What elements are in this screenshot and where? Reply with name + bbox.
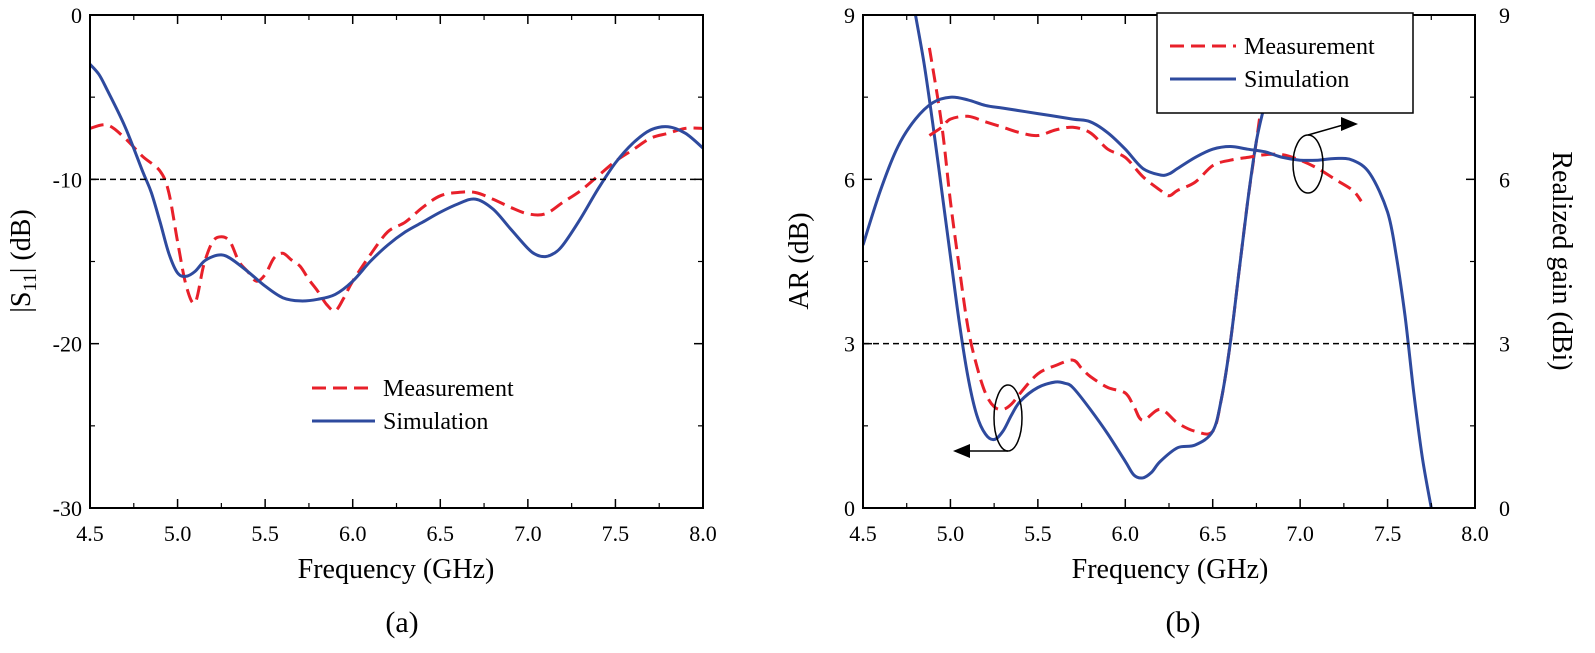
x-tick-label: 6.0: [339, 521, 367, 546]
chart-b-annotation-ellipse-ar: [993, 384, 1023, 452]
y-tick-label: 9: [844, 3, 855, 28]
x-tick-label: 5.5: [1024, 521, 1052, 546]
chart-a-y-ticks: 0 -10 -20 -30: [53, 3, 703, 521]
chart-a-y-axis-title: |S11| (dB): [6, 209, 41, 312]
chart-a: 4.5 5.0 5.5 6.0 6.5 7.0 7.5 8.0 0 -10 -20 -30 Freq…: [6, 3, 717, 639]
chart-a-legend-label-measurement: Measurement: [383, 376, 514, 402]
chart-b-series-realized-gain-simulation: [863, 95, 1433, 508]
chart-b-x-axis-title: Frequency (GHz): [1072, 554, 1269, 585]
y-tick-label: 0: [844, 496, 855, 521]
x-tick-label: 7.5: [602, 521, 630, 546]
chart-a-series-layer: [90, 63, 703, 313]
y-tick-label: -10: [53, 167, 82, 192]
chart-a-legend-label-simulation: Simulation: [383, 409, 488, 435]
chart-b-series-ar-simulation: [914, 15, 1267, 480]
x-tick-label: 4.5: [849, 521, 877, 546]
y-tick-label: -30: [53, 496, 82, 521]
chart-b-annotation-arrowhead-gain: [1341, 117, 1358, 131]
x-tick-label: 6.5: [427, 521, 455, 546]
x-tick-label: 5.0: [937, 521, 965, 546]
chart-b-annotation-gain-right-axis: [1292, 117, 1358, 194]
x-tick-label: 4.5: [76, 521, 104, 546]
chart-b-caption: (b): [1166, 606, 1201, 639]
chart-a-legend: Measurement Simulation: [312, 376, 514, 435]
y-tick-label: 3: [844, 332, 855, 357]
x-tick-label: 6.0: [1112, 521, 1140, 546]
x-tick-label: 5.5: [251, 521, 279, 546]
chart-b-y-ticks-right: 0 3 6 9: [1466, 3, 1510, 521]
chart-b-series-layer: [863, 15, 1433, 508]
chart-b-y-axis-title-right: Realized gain (dBi): [1546, 151, 1577, 370]
x-tick-label: 8.0: [1461, 521, 1489, 546]
chart-a-caption: (a): [385, 606, 418, 639]
chart-a-series-simulation: [90, 63, 703, 303]
chart-b-y-ticks-left: 0 3 6 9: [844, 3, 1475, 521]
x-tick-label: 7.0: [514, 521, 542, 546]
chart-b: 4.5 5.0 5.5 6.0 6.5 7.0 7.5 8.0 0 3 6 9 0 3 6 9 Frequ…: [784, 3, 1577, 639]
chart-b-legend-box: [1156, 12, 1414, 114]
y-right-tick-label: 6: [1499, 167, 1510, 192]
x-tick-label: 8.0: [689, 521, 717, 546]
x-tick-label: 7.5: [1374, 521, 1402, 546]
y-right-tick-label: 9: [1499, 3, 1510, 28]
chart-a-x-axis-title: Frequency (GHz): [298, 554, 495, 585]
chart-b-legend-label-measurement: Measurement: [1244, 34, 1375, 60]
chart-a-y-axis-title-main: |S: [6, 292, 37, 313]
x-tick-label: 5.0: [164, 521, 192, 546]
y-tick-label: -20: [53, 332, 82, 357]
chart-b-annotation-arrowhead-ar: [953, 444, 970, 458]
chart-b-series-realized-gain-measurement: [928, 114, 1363, 203]
y-right-tick-label: 0: [1499, 496, 1510, 521]
chart-b-annotation-ar-left-axis: [953, 384, 1023, 458]
chart-b-legend: Measurement Simulation: [1156, 12, 1414, 114]
chart-a-x-ticks: 4.5 5.0 5.5 6.0 6.5 7.0 7.5 8.0: [76, 15, 717, 546]
chart-b-legend-label-simulation: Simulation: [1244, 67, 1349, 93]
y-tick-label: 6: [844, 167, 855, 192]
y-right-tick-label: 3: [1499, 332, 1510, 357]
chart-a-y-axis-title-end: | (dB): [6, 209, 37, 273]
chart-b-annotation-leader-gain: [1307, 124, 1344, 136]
chart-b-y-axis-title-left: AR (dB): [784, 212, 815, 309]
chart-a-y-axis-title-subscript: 11: [20, 273, 41, 291]
chart-a-series-measurement: [90, 123, 703, 313]
y-tick-label: 0: [71, 3, 82, 28]
x-tick-label: 7.0: [1286, 521, 1314, 546]
x-tick-label: 6.5: [1199, 521, 1227, 546]
